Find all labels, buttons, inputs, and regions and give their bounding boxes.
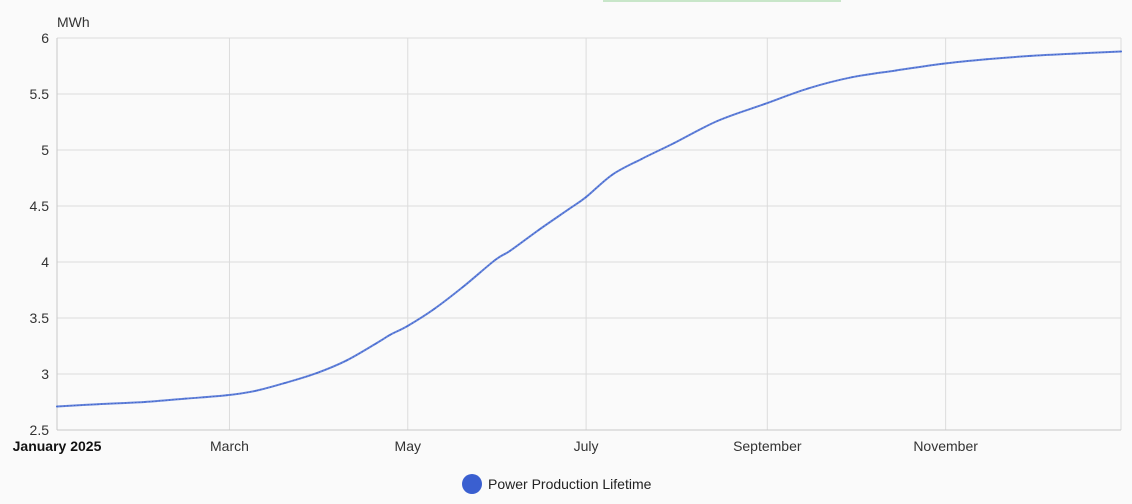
data-point (640, 158, 643, 160)
axes (56, 38, 1121, 431)
x-tick-label: January 2025 (13, 438, 102, 454)
data-point (97, 403, 99, 406)
x-axis-tick-labels: January 2025 March May July September Novembe… (13, 438, 979, 454)
data-point (567, 208, 570, 211)
data-point (345, 359, 348, 362)
y-tick-label: 3.5 (30, 310, 50, 326)
data-point (389, 333, 392, 336)
y-tick-label: 4.5 (30, 198, 50, 214)
data-point (1073, 52, 1076, 55)
y-tick-label: 6 (41, 30, 49, 46)
y-tick-label: 5.5 (30, 86, 50, 102)
data-point (895, 69, 897, 72)
x-tick-label: July (574, 438, 599, 454)
data-point (284, 382, 286, 384)
legend-item-power-production-lifetime[interactable]: Power Production Lifetime (462, 473, 651, 495)
data-point (941, 62, 944, 65)
data-point (374, 342, 377, 345)
power-production-chart: MWh 2.5 3 3.5 4 4.5 5 5.5 6 January 2025 March Ma… (13, 14, 1122, 454)
data-point (716, 119, 719, 122)
y-tick-label: 2.5 (30, 422, 50, 438)
series-line-power-production-lifetime (56, 50, 1122, 408)
x-tick-label: November (913, 438, 978, 454)
data-point (406, 324, 409, 327)
data-point (851, 76, 853, 79)
data-point (538, 228, 541, 231)
data-point (1120, 50, 1122, 53)
data-point (494, 258, 497, 261)
data-point (807, 87, 810, 90)
data-point (509, 249, 511, 252)
data-point (143, 401, 146, 403)
legend-label: Power Production Lifetime (488, 476, 652, 492)
y-tick-label: 5 (41, 142, 49, 158)
y-axis-tick-labels: 2.5 3 3.5 4 4.5 5 5.5 6 (30, 30, 50, 438)
data-point (985, 58, 988, 61)
legend-dot-icon (462, 474, 482, 494)
data-point (1029, 55, 1032, 57)
series-layer (56, 50, 1122, 408)
top-accent-bar (603, 0, 841, 2)
y-axis-unit-label: MWh (57, 14, 90, 30)
x-tick-label: September (733, 438, 802, 454)
data-point (56, 405, 58, 408)
x-tick-label: March (210, 438, 249, 454)
data-point (433, 308, 435, 310)
data-point (254, 389, 257, 392)
data-point (184, 397, 187, 400)
data-point (462, 285, 465, 288)
series-line-dots (56, 50, 1122, 407)
data-point (585, 196, 587, 198)
data-point (611, 173, 614, 176)
data-point (316, 371, 319, 374)
x-tick-label: May (395, 438, 421, 454)
data-point (763, 103, 766, 105)
y-tick-label: 3 (41, 366, 49, 382)
y-tick-label: 4 (41, 254, 49, 270)
grid-lines (57, 37, 1122, 431)
data-point (672, 142, 675, 145)
data-point (225, 394, 228, 397)
